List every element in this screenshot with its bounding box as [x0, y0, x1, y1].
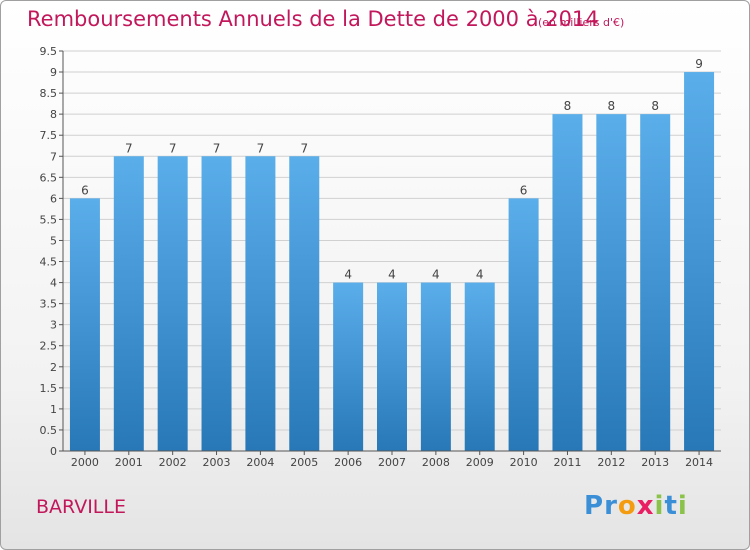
x-tick-label: 2013	[641, 456, 669, 469]
logo-letter: P	[584, 491, 605, 521]
y-tick-label: 4	[50, 277, 57, 290]
data-label: 9	[695, 57, 703, 71]
logo-letter: o	[617, 491, 637, 521]
data-label: 8	[608, 99, 616, 113]
data-label: 7	[169, 141, 177, 155]
data-label: 6	[520, 183, 528, 197]
y-tick-label: 3.5	[40, 298, 58, 311]
bar-2009	[464, 282, 495, 451]
y-tick-label: 0	[50, 445, 57, 458]
y-tick-label: 8	[50, 108, 57, 121]
x-tick-label: 2007	[378, 456, 406, 469]
data-label: 8	[564, 99, 572, 113]
y-tick-label: 1.5	[40, 382, 58, 395]
bar-2005	[289, 156, 320, 451]
y-tick-label: 2.5	[40, 340, 58, 353]
x-tick-label: 2004	[246, 456, 274, 469]
chart-subtitle: (en milliers d'€)	[538, 16, 625, 29]
y-tick-label: 2	[50, 361, 57, 374]
x-tick-label: 2001	[115, 456, 143, 469]
bar-2008	[420, 282, 451, 451]
bar-2002	[157, 156, 188, 451]
bar-2004	[245, 156, 276, 451]
x-tick-label: 2009	[466, 456, 494, 469]
y-tick-label: 9	[50, 66, 57, 79]
x-tick-label: 2006	[334, 456, 362, 469]
data-label: 4	[388, 268, 396, 282]
y-tick-label: 6	[50, 192, 57, 205]
y-tick-label: 7	[50, 150, 57, 163]
y-tick-label: 5.5	[40, 213, 58, 226]
data-label: 8	[651, 99, 659, 113]
y-tick-label: 5	[50, 234, 57, 247]
x-tick-label: 2000	[71, 456, 99, 469]
data-label: 4	[476, 268, 484, 282]
data-label: 7	[257, 141, 265, 155]
y-tick-label: 1	[50, 403, 57, 416]
bar-2006	[333, 282, 364, 451]
x-tick-label: 2010	[510, 456, 538, 469]
bar-2010	[508, 198, 539, 451]
proxiti-logo: Proxiti	[584, 491, 688, 521]
x-tick-label: 2012	[597, 456, 625, 469]
y-tick-label: 4.5	[40, 256, 58, 269]
bar-2007	[377, 282, 407, 451]
y-tick-label: 9.5	[40, 45, 58, 58]
bar-2011	[552, 114, 583, 451]
commune-name: BARVILLE	[36, 496, 126, 518]
y-tick-label: 3	[50, 319, 57, 332]
logo-letter: i	[654, 491, 665, 521]
y-tick-label: 0.5	[40, 424, 58, 437]
bar-2003	[201, 156, 232, 451]
data-label: 7	[300, 141, 308, 155]
y-tick-label: 8.5	[40, 87, 58, 100]
data-label: 4	[432, 268, 440, 282]
x-tick-label: 2014	[685, 456, 713, 469]
bar-2000	[69, 198, 100, 451]
logo-letter: i	[677, 491, 688, 521]
bar-2012	[596, 114, 627, 451]
data-label: 7	[125, 141, 133, 155]
x-tick-label: 2003	[203, 456, 231, 469]
logo-letter: x	[636, 491, 655, 521]
bar-2001	[113, 156, 144, 451]
bar-2014	[684, 72, 715, 451]
y-tick-label: 6.5	[40, 171, 58, 184]
x-tick-label: 2011	[553, 456, 581, 469]
bar-2013	[640, 114, 671, 451]
x-tick-label: 2002	[159, 456, 187, 469]
logo-letter: r	[604, 491, 618, 521]
y-tick-label: 7.5	[40, 129, 58, 142]
x-tick-label: 2008	[422, 456, 450, 469]
data-label: 7	[213, 141, 221, 155]
x-tick-label: 2005	[290, 456, 318, 469]
data-label: 4	[344, 268, 352, 282]
data-label: 6	[81, 183, 89, 197]
chart-title: Remboursements Annuels de la Dette de 20…	[27, 7, 599, 31]
logo-letter: t	[664, 491, 678, 521]
